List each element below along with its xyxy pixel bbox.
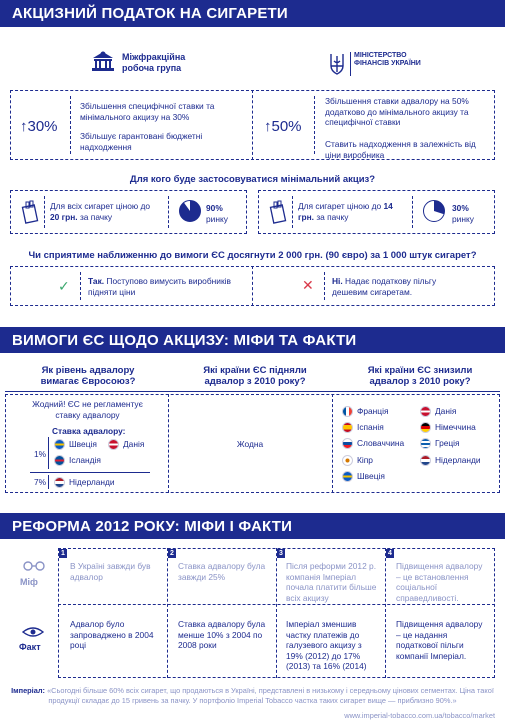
card-20uah (10, 190, 247, 234)
item-number: 4 (386, 549, 394, 558)
col-divider-1 (168, 394, 169, 493)
col2-none: Жодна (236, 439, 264, 449)
col-divider-2 (332, 394, 333, 493)
fact-3: Імперіал зменшив частку платежів до галу… (286, 619, 367, 671)
card1-text: Для всіх сигарет ціною до 20 грн. за пач… (50, 201, 151, 222)
myth-4: Підвищення адвалору – це встановлення со… (396, 561, 483, 603)
country-netherlands: Нідерланди (54, 477, 115, 489)
card-14uah (258, 190, 495, 234)
item-number: 2 (168, 549, 176, 558)
pie-30-icon (422, 199, 446, 228)
footer-quote: Імперіал: «Сьогодні більше 60% всіх сига… (11, 686, 494, 705)
pie-90-icon (178, 199, 202, 228)
yes-no-divider (252, 266, 253, 306)
pie-slice (179, 200, 201, 222)
item-number: 3 (277, 549, 285, 558)
footer-url: www.imperial-tobacco.com.ua/tobacco/mark… (344, 711, 495, 720)
lowered-cyprus: Кіпр (342, 455, 373, 467)
grid-col-1 (167, 548, 168, 678)
col2-head: Які країни ЄС підняли адвалор з 2010 рок… (203, 365, 307, 387)
right-line1: Збільшення ставки адвалору на 50% додатк… (325, 96, 469, 127)
rate1-bracket (48, 437, 49, 469)
yes-text: Так. Поступово вимусить виробників підня… (88, 276, 231, 297)
right-pct: ↑50% (264, 118, 302, 135)
trident-icon (329, 52, 345, 76)
country-iceland: Ісландія (54, 455, 101, 467)
lowered-spain: Іспанія (342, 422, 384, 434)
myth-3: Після реформи 2012 р. компанія Імперіал … (286, 561, 377, 603)
left-pct-divider (70, 96, 71, 154)
fact-4: Підвищення адвалору – це надання податко… (396, 619, 483, 661)
lowered-germany: Німеччина (420, 422, 476, 434)
country-denmark: Данія (108, 439, 144, 451)
lowered-greece: Греція (420, 438, 460, 450)
cigarette-pack-icon (20, 200, 40, 229)
glasses-icon (23, 559, 45, 577)
left-pct: ↑30% (20, 118, 58, 135)
rate-1pct: 1% (34, 449, 47, 459)
left-line2: Збільшує гарантовані бюджетні надходженн… (80, 131, 203, 152)
grid-col-3 (385, 548, 386, 678)
no-divider (324, 272, 325, 300)
question-min-excise: Для кого буде застосовуватися мінімальни… (129, 174, 376, 185)
country-sweden: Швеція (54, 439, 97, 451)
section2-top-rule (5, 391, 500, 392)
card2-pct: 30% ринку (452, 203, 474, 224)
lowered-denmark: Данія (420, 406, 456, 418)
no-text: Ні. Надає податкову пільгу дешевим сигар… (332, 276, 437, 297)
section1-title-band: АКЦИЗНИЙ ПОДАТОК НА СИГАРЕТИ (0, 0, 505, 27)
myth-1: В Україні завжди був адвалор (70, 561, 151, 582)
lowered-slovakia: Словаччина (342, 438, 404, 450)
lowered-france: Франція (342, 406, 389, 418)
lowered-netherlands: Нідерланди (420, 455, 481, 467)
lowered-sweden: Швеція (342, 471, 385, 483)
section1-title: АКЦИЗНИЙ ПОДАТОК НА СИГАРЕТИ (12, 5, 288, 22)
question-eu-requirement: Чи сприятиме наближенню до вимоги ЄС дос… (28, 250, 477, 261)
cross-icon: ✕ (302, 277, 314, 293)
check-icon: ✓ (58, 278, 70, 294)
card2-text: Для сигарет ціною до 14 грн. за пачку (298, 201, 393, 222)
grid-col-2 (276, 548, 277, 678)
parliament-icon (90, 50, 116, 72)
myth-label: Міф (20, 577, 38, 587)
rate-separator (30, 472, 150, 473)
section3-title: РЕФОРМА 2012 РОКУ: МІФИ І ФАКТИ (12, 518, 293, 535)
left-line1: Збільшення специфічної ставки та мінімал… (80, 101, 215, 122)
col1-note: Жодний! ЄС не регламентує ставку адвалор… (32, 399, 143, 420)
myth-2: Ставка адвалору була завжди 25% (178, 561, 266, 582)
fact-2: Ставка адвалору була менше 10% з 2004 по… (178, 619, 266, 650)
eye-icon (21, 625, 45, 643)
yes-divider (80, 272, 81, 300)
section3-title-band: РЕФОРМА 2012 РОКУ: МІФИ І ФАКТИ (0, 513, 505, 539)
proposals-divider (252, 90, 253, 160)
group-left-label: Міжфракційна робоча група (122, 52, 186, 73)
rate7-bracket (48, 475, 49, 489)
card1-divider (44, 196, 45, 228)
right-line2: Ставить надходження в залежність від цін… (325, 139, 476, 160)
cigarette-pack-icon (268, 200, 288, 229)
rate-label: Ставка адвалору: (52, 426, 126, 436)
logo-divider (350, 52, 351, 76)
card2-divider2 (412, 196, 413, 228)
group-right-label: МІНІСТЕРСТВО ФІНАНСІВ УКРАЇНИ (354, 52, 421, 67)
item-number: 1 (59, 549, 67, 558)
pie-slice (434, 200, 445, 215)
right-pct-divider (314, 96, 315, 154)
section2-title: ВИМОГИ ЄС ЩОДО АКЦИЗУ: МІФИ ТА ФАКТИ (12, 332, 357, 349)
fact-1: Адвалор було запроваджено в 2004 році (70, 619, 154, 650)
section2-title-band: ВИМОГИ ЄС ЩОДО АКЦИЗУ: МІФИ ТА ФАКТИ (0, 327, 505, 353)
card1-pct: 90% ринку (206, 203, 228, 224)
card2-divider (292, 196, 293, 228)
card1-divider2 (168, 196, 169, 228)
col3-head: Які країни ЄС знизили адвалор з 2010 рок… (367, 365, 473, 387)
col1-head: Як рівень адвалору вимагає Євросоюз? (40, 365, 136, 387)
rate-7pct: 7% (34, 477, 47, 487)
section2-table (5, 394, 500, 493)
fact-label: Факт (19, 642, 41, 652)
